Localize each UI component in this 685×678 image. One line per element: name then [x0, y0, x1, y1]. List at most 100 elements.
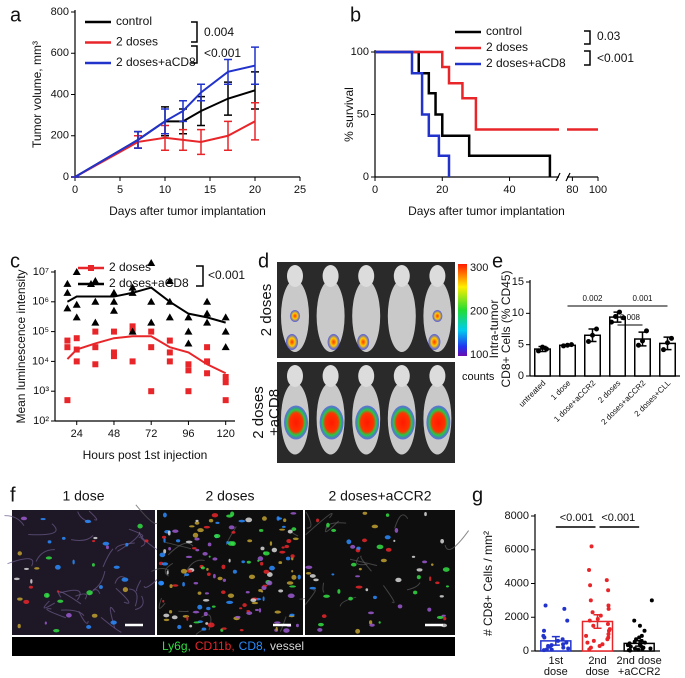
vessel — [136, 580, 142, 592]
cell — [369, 623, 375, 627]
cell — [228, 558, 231, 563]
point — [637, 635, 642, 640]
point — [590, 610, 595, 615]
point — [73, 358, 80, 365]
point — [549, 647, 554, 652]
cell — [226, 514, 233, 518]
cell — [61, 536, 66, 540]
cell — [194, 521, 200, 525]
annotation: 0.008 — [620, 313, 641, 322]
vessel — [225, 526, 237, 545]
point — [591, 623, 596, 628]
cell — [166, 570, 169, 575]
cell — [317, 628, 323, 632]
panel-label: f — [10, 484, 16, 506]
signal — [428, 334, 441, 350]
point — [589, 544, 594, 549]
point — [165, 276, 174, 284]
point — [605, 622, 610, 626]
cell — [393, 539, 396, 542]
bracket — [196, 265, 204, 287]
point — [64, 337, 71, 344]
cell — [86, 590, 93, 596]
cell — [192, 610, 200, 614]
vessel — [71, 535, 94, 541]
bracket — [584, 30, 591, 45]
point — [91, 297, 100, 305]
point — [560, 637, 565, 642]
cell — [279, 528, 286, 531]
cell — [355, 575, 361, 578]
cell — [267, 572, 273, 578]
cell — [200, 566, 205, 570]
cell — [228, 525, 235, 530]
cell — [291, 570, 294, 573]
y-tick-label: 10⁵ — [32, 326, 49, 338]
x-tick-label: 15 — [204, 184, 216, 196]
point — [148, 344, 155, 351]
point — [566, 646, 571, 651]
cell — [202, 552, 208, 556]
point — [542, 635, 547, 640]
cell — [445, 585, 450, 588]
vessel — [100, 616, 122, 633]
y-tick-label: 200 — [51, 130, 69, 142]
cell — [238, 519, 246, 523]
x-tick-label: 72 — [145, 428, 157, 440]
cell — [260, 590, 264, 593]
cell — [246, 609, 251, 613]
cell — [274, 610, 281, 614]
cell — [98, 585, 103, 589]
cell — [212, 557, 218, 561]
point — [588, 598, 593, 603]
cell — [207, 542, 212, 547]
colorbar-tick-label: 200 — [470, 305, 488, 317]
point — [642, 640, 647, 645]
cell — [182, 581, 185, 587]
cell — [125, 542, 129, 547]
point — [64, 397, 71, 404]
cell — [251, 601, 259, 605]
point — [221, 327, 230, 335]
cell — [53, 628, 60, 633]
point — [544, 346, 549, 352]
cell — [175, 539, 181, 543]
bar — [559, 344, 576, 377]
vessel — [164, 562, 174, 577]
bracket — [584, 50, 591, 66]
cell — [93, 536, 98, 540]
cell — [44, 621, 47, 625]
cell — [346, 539, 352, 545]
legend-label: 2 doses+aCD8 — [116, 55, 196, 69]
cell — [384, 535, 391, 540]
point — [587, 618, 592, 623]
x-tick-label: 25 — [294, 184, 306, 196]
point — [91, 276, 100, 284]
cell — [13, 577, 20, 581]
vessel — [88, 510, 98, 521]
y-tick-label: 10⁶ — [32, 296, 49, 308]
colorbar — [458, 264, 467, 356]
cell — [197, 528, 204, 533]
cell — [309, 574, 316, 578]
vessel — [75, 593, 88, 600]
y-tick-label: 0 — [363, 171, 369, 183]
cell — [416, 575, 421, 580]
cell — [440, 538, 445, 544]
cell — [185, 555, 193, 559]
cell — [113, 565, 120, 569]
survival-curve — [375, 50, 552, 177]
tile-title: 2 doses — [205, 488, 254, 504]
cell — [86, 625, 92, 629]
cell — [368, 620, 373, 625]
point — [204, 370, 211, 377]
cell — [45, 556, 52, 560]
cell — [203, 525, 211, 529]
cell — [185, 540, 193, 544]
cell — [226, 600, 234, 605]
point — [184, 327, 193, 335]
cell — [144, 539, 149, 543]
point — [63, 304, 72, 312]
colorbar-label: counts — [462, 371, 495, 383]
cell — [169, 584, 173, 589]
